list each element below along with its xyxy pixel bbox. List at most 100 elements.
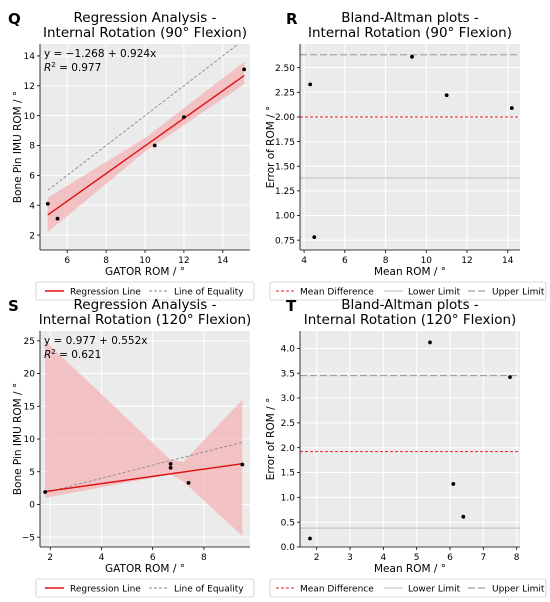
legend-upper-label: Upper Limit (492, 585, 545, 595)
chart-panels: 6 8 10 12 14 2 4 6 8 10 12 14 Q Regression Analysis -… (8, 10, 547, 598)
panel-t: 2 3 4 5 6 7 8 0.0 0.5 1.0 1.5 2.0 2.5 3.0 3.5 4.0 T Bland… (265, 297, 547, 598)
legend-mean-label: Mean Difference (300, 585, 374, 595)
y-tick-label: 1.00 (275, 212, 295, 222)
data-point (308, 82, 313, 87)
r-squared-symbol: R (44, 62, 51, 74)
y-tick-label: 3.0 (281, 394, 296, 404)
y-tick-label: 4.0 (281, 345, 296, 355)
y-tick-label: 1.25 (275, 187, 295, 197)
y-tick-label: 15 (24, 402, 35, 412)
x-tick-label: 5 (414, 553, 420, 563)
regression-equation: y = −1.268 + 0.924x (44, 48, 156, 60)
chart-title-line-1: Bland-Altman plots - (341, 10, 479, 26)
y-tick-label: 2 (29, 231, 35, 241)
y-tick-label: 1.75 (275, 138, 295, 148)
data-point (43, 490, 48, 494)
confidence-band (45, 340, 243, 536)
plot-area (300, 331, 520, 547)
y-axis-label: Error of ROM / ° (265, 106, 277, 188)
x-tick-label: 10 (139, 256, 151, 266)
chart-title-line-2: Internal Rotation (90° Flexion) (308, 25, 512, 41)
data-point (152, 143, 157, 148)
r-squared-value: = 0.621 (56, 349, 102, 361)
x-tick-label: 14 (502, 256, 514, 266)
plot-content (43, 340, 245, 536)
y-tick-label: 1.0 (281, 494, 296, 504)
chart-title-line-2: Internal Rotation (120° Flexion) (39, 312, 252, 328)
plot-content (45, 44, 247, 233)
x-axis-label: Mean ROM / ° (374, 563, 446, 575)
legend: Mean Difference Lower Limit Upper Limit (269, 281, 547, 301)
x-tick-label: 4 (301, 256, 307, 266)
data-point (181, 115, 186, 120)
y-tick-label: 2.25 (275, 88, 295, 98)
chart-title-line-1: Bland-Altman plots - (341, 297, 479, 313)
x-tick-label: 8 (201, 553, 207, 563)
regression-line (45, 463, 243, 493)
y-tick-label: −5 (22, 533, 35, 543)
x-tick-label: 6 (150, 553, 156, 563)
data-point (168, 461, 173, 466)
data-point (312, 235, 317, 240)
x-tick-label: 6 (64, 256, 70, 266)
x-tick-label: 12 (461, 256, 472, 266)
legend-box (269, 578, 547, 598)
data-point (55, 216, 60, 221)
data-point (509, 106, 514, 110)
legend-lower-label: Lower Limit (408, 288, 461, 298)
x-tick-label: 8 (514, 553, 520, 563)
x-tick-label: 7 (480, 553, 486, 563)
x-tick-label: 14 (217, 256, 229, 266)
plot-content (300, 340, 520, 541)
x-tick-label: 4 (380, 553, 386, 563)
legend-regression-label: Regression Line (70, 288, 141, 298)
y-tick-label: 12 (24, 82, 35, 92)
line-of-equality (45, 441, 243, 494)
y-tick-label: 2.00 (275, 113, 295, 123)
regression-line (47, 75, 245, 216)
data-point (451, 482, 456, 486)
x-tick-label: 10 (421, 256, 433, 266)
data-point (428, 340, 432, 345)
y-tick-label: 0 (29, 501, 35, 511)
y-tick-label: 1.50 (275, 162, 295, 172)
y-tick-label: 20 (24, 370, 36, 380)
legend-mean-label: Mean Difference (300, 288, 374, 298)
x-tick-label: 12 (178, 256, 189, 266)
legend-equality-label: Line of Equality (174, 585, 244, 595)
y-tick-label: 3.5 (281, 369, 295, 379)
legend: Regression Line Line of Equality (35, 281, 255, 301)
data-point (410, 54, 414, 59)
r-squared-text: R2 = 0.621 (44, 348, 101, 361)
y-tick-label: 5 (29, 468, 35, 478)
panel-s: 2 4 6 8 −5 0 5 10 15 20 25 S Regression Analysis -In… (8, 297, 255, 598)
x-tick-label: 6 (447, 553, 453, 563)
data-point (444, 93, 449, 98)
chart-title-line-2: Internal Rotation (120° Flexion) (304, 312, 517, 328)
legend-box (35, 578, 255, 598)
y-tick-label: 2.5 (281, 419, 295, 429)
line-of-equality (47, 44, 240, 191)
x-tick-label: 8 (383, 256, 389, 266)
data-point (45, 201, 50, 206)
r-squared-value: = 0.977 (56, 62, 102, 74)
data-point (508, 375, 512, 380)
data-point (461, 514, 466, 519)
data-point (240, 462, 245, 467)
y-tick-label: 4 (29, 201, 35, 211)
confidence-band (47, 61, 245, 233)
y-tick-label: 2.0 (281, 444, 296, 454)
x-axis-label: GATOR ROM / ° (105, 563, 185, 575)
legend-regression-label: Regression Line (70, 585, 141, 595)
panel-letter: Q (8, 10, 21, 28)
r-squared-text: R2 = 0.977 (44, 61, 101, 74)
y-axis-label: Bone Pin IMU ROM / ° (12, 383, 24, 495)
x-tick-label: 3 (347, 553, 353, 563)
regression-equation: y = 0.977 + 0.552x (44, 335, 148, 347)
y-tick-label: 10 (24, 112, 36, 122)
panel-r: 4 6 8 10 12 14 0.75 1.00 1.25 1.50 1.75 2.00 2.25 2.5… (265, 10, 547, 301)
y-tick-label: 0.5 (281, 518, 295, 528)
y-axis-label: Bone Pin IMU ROM / ° (12, 91, 24, 203)
x-axis-label: Mean ROM / ° (374, 266, 446, 278)
